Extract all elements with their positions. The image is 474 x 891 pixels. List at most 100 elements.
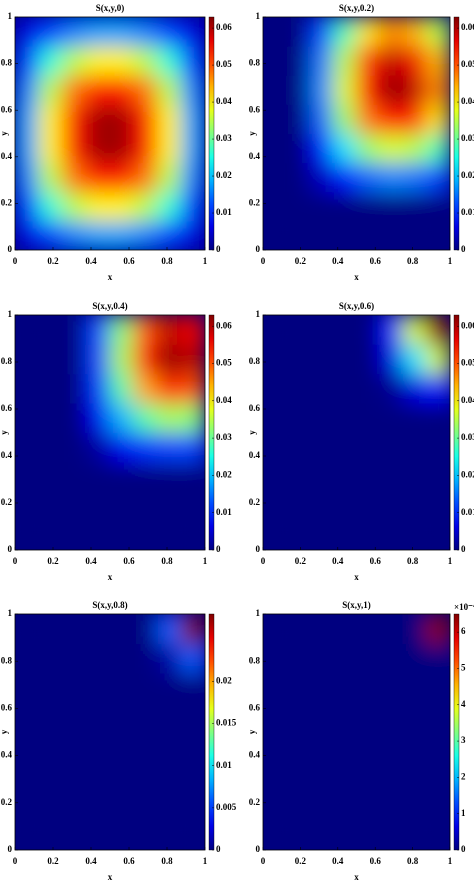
heatmap-cell: [85, 672, 111, 703]
heatmap-cells: [15, 315, 205, 550]
heatmap-cell: [85, 17, 111, 47]
heatmap-cell: [379, 103, 404, 134]
heatmap-cell: [309, 45, 334, 76]
heatmap-cell: [402, 315, 428, 345]
heatmap-cell: [332, 672, 357, 703]
heatmap-cell: [180, 74, 205, 105]
heatmap-cell: [85, 315, 111, 345]
heatmap-cell: [180, 17, 205, 47]
y-axis-label: y: [247, 430, 257, 435]
colorbar: [208, 16, 215, 251]
heatmap-cell: [426, 614, 450, 644]
heatmap-cell: [263, 45, 287, 76]
heatmap-cell: [62, 702, 87, 733]
colorbar-tick-label: 1: [461, 808, 466, 818]
x-tick-label: 0.8: [407, 256, 419, 266]
heatmap-cell: [379, 162, 404, 193]
x-tick-label: 0: [261, 856, 266, 866]
heatmap-cell: [426, 162, 450, 193]
heatmap-cells: [15, 614, 205, 850]
heatmap-cell: [109, 315, 135, 345]
plot-area: [263, 17, 450, 250]
heatmap-cell: [109, 643, 135, 674]
heatmap-cell: [15, 490, 40, 522]
heatmap-cell: [356, 643, 381, 674]
heatmap-cell: [133, 315, 158, 345]
heatmap-cell: [402, 820, 428, 850]
colorbar-tick-label: 0.03: [216, 133, 232, 143]
colorbar-tick-label: 0: [216, 844, 221, 854]
heatmap-cell: [180, 520, 205, 550]
y-tick-label: 0.8: [1, 655, 13, 665]
heatmap-cell: [133, 643, 158, 674]
heatmap-cells: [263, 315, 450, 550]
heatmap-cell: [426, 731, 450, 762]
heatmap-cell: [85, 461, 111, 492]
heatmap-cell: [180, 490, 205, 522]
heatmap-cell: [38, 220, 63, 250]
heatmap-cell: [426, 343, 450, 375]
heatmap-cell: [109, 162, 135, 193]
y-tick-label: 1: [256, 309, 261, 319]
heatmap-cell: [356, 520, 381, 550]
y-axis-label: y: [0, 430, 9, 435]
panel: 0 0.2 0.4 0.6 0.8 100.20.40.60.81S(x,y,0)xy00…: [0, 3, 232, 282]
heatmap-cell: [263, 103, 287, 134]
heatmap-cell: [133, 220, 158, 250]
heatmap-cell: [180, 103, 205, 134]
heatmap-cell: [62, 17, 87, 47]
heatmap-cell: [62, 191, 87, 222]
heatmap-cell: [38, 133, 63, 164]
colorbar-tick-label: 0.02: [216, 170, 232, 180]
heatmap-cell: [426, 133, 450, 164]
heatmap-cell: [38, 45, 63, 76]
y-axis-label: y: [247, 729, 257, 734]
heatmap-cell: [180, 133, 205, 164]
x-tick-label: 0.6: [123, 556, 135, 566]
x-tick-label: 0.2: [295, 556, 307, 566]
heatmap-cell: [15, 672, 40, 703]
heatmap-cell: [157, 373, 182, 404]
y-tick-label: 0.6: [249, 702, 261, 712]
x-tick-label: 0.8: [407, 556, 419, 566]
heatmap-cell: [157, 402, 182, 433]
heatmap-cell: [109, 461, 135, 492]
colorbar-tick-label: 3: [461, 735, 466, 745]
heatmap-cell: [263, 672, 287, 703]
heatmap-cell: [109, 731, 135, 762]
heatmap-cell: [133, 672, 158, 703]
heatmap-cell: [356, 373, 381, 404]
heatmap-cell: [332, 432, 357, 463]
y-tick-label: 0.4: [249, 750, 261, 760]
y-tick-label: 0: [8, 544, 13, 554]
heatmap-cell: [285, 614, 311, 644]
heatmap-cell: [15, 731, 40, 762]
heatmap-cell: [402, 672, 428, 703]
x-axis-label: x: [354, 572, 359, 582]
heatmap-cell: [356, 74, 381, 105]
heatmap-cell: [379, 702, 404, 733]
x-tick-label: 0.2: [47, 556, 59, 566]
heatmap-cell: [180, 731, 205, 762]
heatmap-cell: [402, 45, 428, 76]
heatmap-cell: [38, 373, 63, 404]
heatmap-cell: [62, 520, 87, 550]
y-tick-label: 0.4: [249, 450, 261, 460]
heatmap-cell: [426, 490, 450, 522]
heatmap-cell: [109, 761, 135, 792]
heatmap-cell: [157, 461, 182, 492]
colorbar-tick-label: 0: [461, 244, 466, 254]
heatmap-cell: [379, 402, 404, 433]
panel: 0 0.2 0.4 0.6 0.8 100.20.40.60.81S(x,y,0.2)xy…: [247, 3, 474, 282]
heatmap-cell: [85, 103, 111, 134]
heatmap-cell: [85, 162, 111, 193]
heatmap-cell: [356, 45, 381, 76]
heatmap-cell: [38, 461, 63, 492]
heatmap-cell: [332, 490, 357, 522]
heatmap-cell: [62, 133, 87, 164]
heatmap-cell: [309, 702, 334, 733]
heatmap-cell: [356, 790, 381, 821]
y-tick-label: 0.8: [1, 356, 13, 366]
heatmap-cell: [263, 702, 287, 733]
heatmap-cell: [15, 402, 40, 433]
